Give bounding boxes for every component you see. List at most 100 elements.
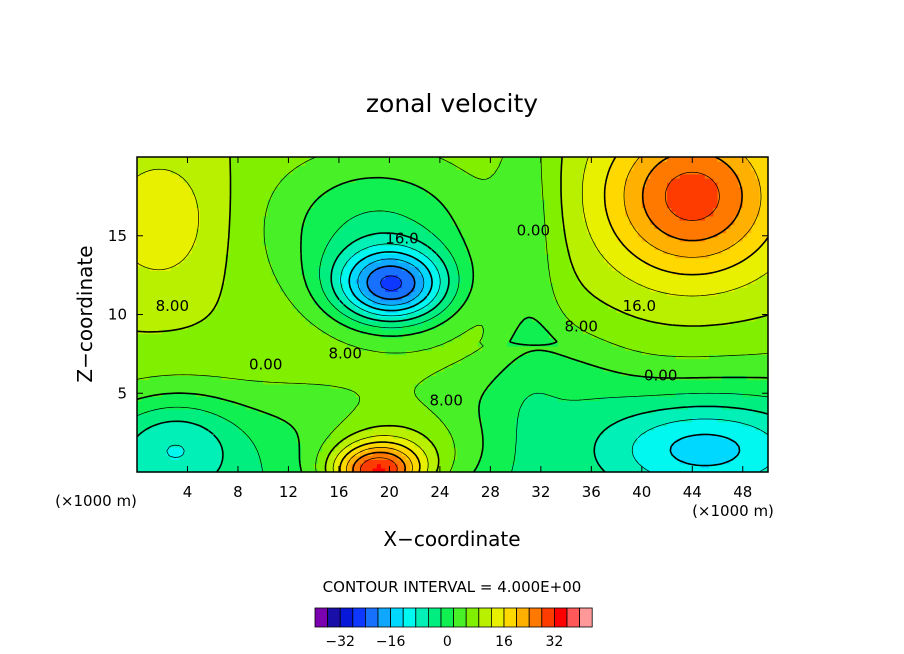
heatmap-cell (742, 467, 748, 473)
heatmap-cell (574, 367, 580, 372)
heatmap-cell (709, 396, 714, 402)
heatmap-cell (149, 346, 155, 351)
heatmap-cell (423, 459, 428, 465)
heatmap-cell (742, 463, 748, 469)
heatmap-cell (221, 446, 226, 452)
heatmap-cell (343, 346, 348, 351)
heatmap-cell (650, 379, 656, 385)
heatmap-cell (334, 354, 340, 360)
heatmap-cell (237, 367, 243, 372)
heatmap-cell (511, 379, 517, 385)
heatmap-cell (301, 451, 306, 456)
heatmap-cell (351, 430, 357, 435)
heatmap-cell (709, 367, 714, 372)
heatmap-cell (254, 346, 260, 351)
heatmap-cell (704, 383, 710, 389)
heatmap-cell (221, 392, 226, 397)
heatmap-cell (326, 388, 332, 393)
heatmap-cell (481, 350, 487, 355)
heatmap-cell (637, 455, 643, 460)
heatmap-cell (296, 409, 302, 414)
heatmap-cell (755, 396, 761, 402)
heatmap-cell (641, 367, 647, 372)
heatmap-cell (380, 413, 386, 418)
heatmap-cell (524, 430, 529, 435)
heatmap-cell (267, 362, 273, 368)
heatmap-cell (225, 350, 231, 355)
heatmap-cell (195, 409, 201, 414)
heatmap-cell (650, 396, 656, 402)
heatmap-cell (275, 371, 281, 376)
heatmap-cell (460, 409, 466, 414)
heatmap-cell (258, 392, 264, 397)
heatmap-cell (675, 388, 681, 393)
heatmap-cell (570, 430, 576, 435)
heatmap-cell (582, 392, 588, 397)
heatmap-cell (654, 413, 660, 418)
heatmap-cell (141, 396, 147, 402)
heatmap-cell (229, 434, 235, 439)
heatmap-cell (397, 409, 403, 414)
heatmap-cell (326, 467, 332, 473)
heatmap-cell (675, 341, 681, 347)
heatmap-cell (667, 341, 672, 347)
heatmap-cell (700, 362, 706, 368)
heatmap-cell (338, 455, 344, 460)
heatmap-cell (566, 383, 571, 389)
heatmap-cell (612, 455, 618, 460)
heatmap-cell (439, 333, 445, 339)
heatmap-cell (137, 455, 142, 460)
heatmap-cell (746, 396, 752, 402)
heatmap-cell (545, 396, 550, 402)
heatmap-cell (427, 333, 433, 339)
heatmap-cell (507, 354, 512, 360)
heatmap-cell (490, 434, 496, 439)
heatmap-cell (481, 341, 487, 347)
heatmap-cell (149, 358, 155, 364)
heatmap-cell (612, 434, 618, 439)
heatmap-cell (263, 455, 269, 460)
heatmap-cell (751, 413, 756, 418)
heatmap-cell (145, 379, 151, 385)
heatmap-cell (734, 354, 740, 360)
heatmap-cell (397, 434, 403, 439)
heatmap-cell (170, 463, 176, 469)
heatmap-cell (679, 442, 685, 448)
heatmap-cell (372, 455, 378, 460)
heatmap-cell (410, 421, 416, 427)
heatmap-cell (549, 413, 555, 418)
heatmap-cell (330, 404, 336, 410)
heatmap-cell (439, 404, 445, 410)
heatmap-cell (599, 379, 605, 385)
heatmap-cell (418, 434, 424, 439)
heatmap-cell (423, 358, 428, 364)
heatmap-cell (587, 388, 592, 393)
heatmap-cell (444, 421, 449, 427)
heatmap-cell (385, 396, 390, 402)
heatmap-cell (317, 329, 323, 334)
heatmap-cell (368, 379, 374, 385)
heatmap-cell (338, 354, 344, 360)
heatmap-cell (153, 438, 159, 444)
heatmap-cell (145, 362, 151, 368)
heatmap-cell (280, 430, 285, 435)
heatmap-cell (721, 409, 727, 414)
heatmap-cell (532, 388, 538, 393)
heatmap-cell (200, 396, 205, 402)
heatmap-cell (591, 413, 597, 418)
heatmap-cell (763, 455, 769, 460)
heatmap-cell (427, 417, 433, 423)
heatmap-cell (603, 451, 609, 456)
heatmap-cell (582, 421, 588, 427)
heatmap-cell (393, 404, 399, 410)
heatmap-cell (212, 350, 218, 355)
heatmap-cell (469, 396, 475, 402)
heatmap-cell (166, 451, 172, 456)
heatmap-cell (275, 396, 281, 402)
heatmap-cell (486, 421, 491, 427)
heatmap-cell (540, 350, 546, 355)
heatmap-cell (595, 375, 601, 381)
heatmap-cell (334, 350, 340, 355)
heatmap-cell (494, 425, 500, 431)
heatmap-cell (730, 333, 735, 339)
